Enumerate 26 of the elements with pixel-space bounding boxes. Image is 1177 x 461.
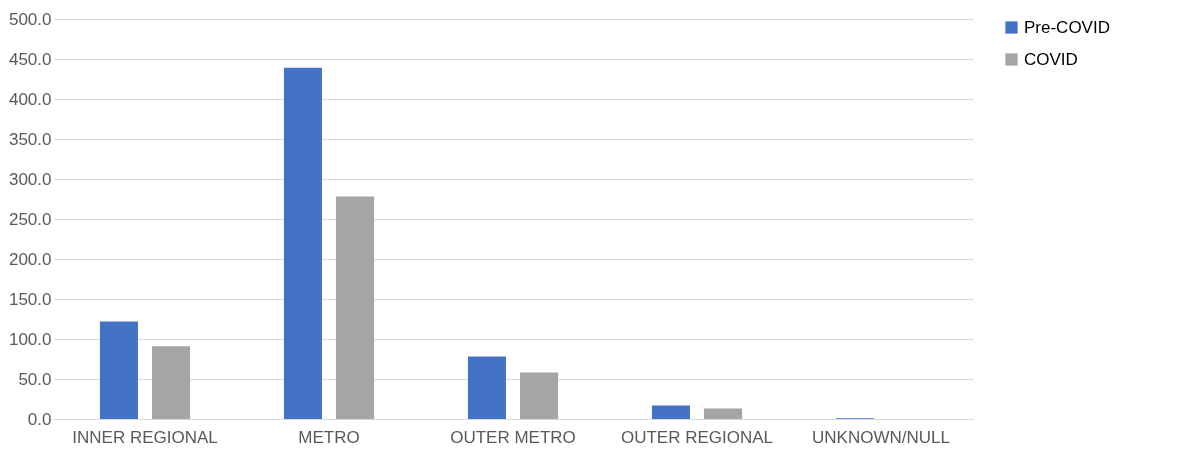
bar	[152, 346, 191, 419]
y-tick-label: 200.0	[8, 249, 52, 269]
y-tick-label: 400.0	[8, 89, 52, 109]
legend-label: COVID	[1024, 49, 1078, 69]
y-tick-label: 50.0	[18, 369, 52, 389]
x-tick-label: INNER REGIONAL	[72, 427, 218, 447]
bar	[520, 372, 559, 419]
x-tick-label: OUTER REGIONAL	[620, 427, 774, 447]
y-tick-label: 300.0	[8, 169, 52, 189]
bar	[336, 196, 375, 419]
bar	[467, 356, 506, 419]
bar	[283, 67, 322, 419]
x-tick-label: UNKNOWN/NULL	[812, 427, 950, 447]
x-tick-label: METRO	[298, 427, 360, 447]
y-tick-label: 100.0	[8, 329, 52, 349]
y-tick-label: 0.0	[27, 409, 52, 429]
y-tick-label: 150.0	[8, 289, 52, 309]
legend-label: Pre-COVID	[1024, 17, 1110, 37]
y-tick-label: 250.0	[8, 209, 52, 229]
y-tick-label: 350.0	[8, 129, 52, 149]
bar	[651, 405, 690, 419]
x-tick-label: OUTER METRO	[450, 427, 576, 447]
bar	[704, 408, 743, 419]
bar	[99, 321, 138, 419]
y-tick-label: 500.0	[8, 9, 52, 29]
y-tick-label: 450.0	[8, 49, 52, 69]
